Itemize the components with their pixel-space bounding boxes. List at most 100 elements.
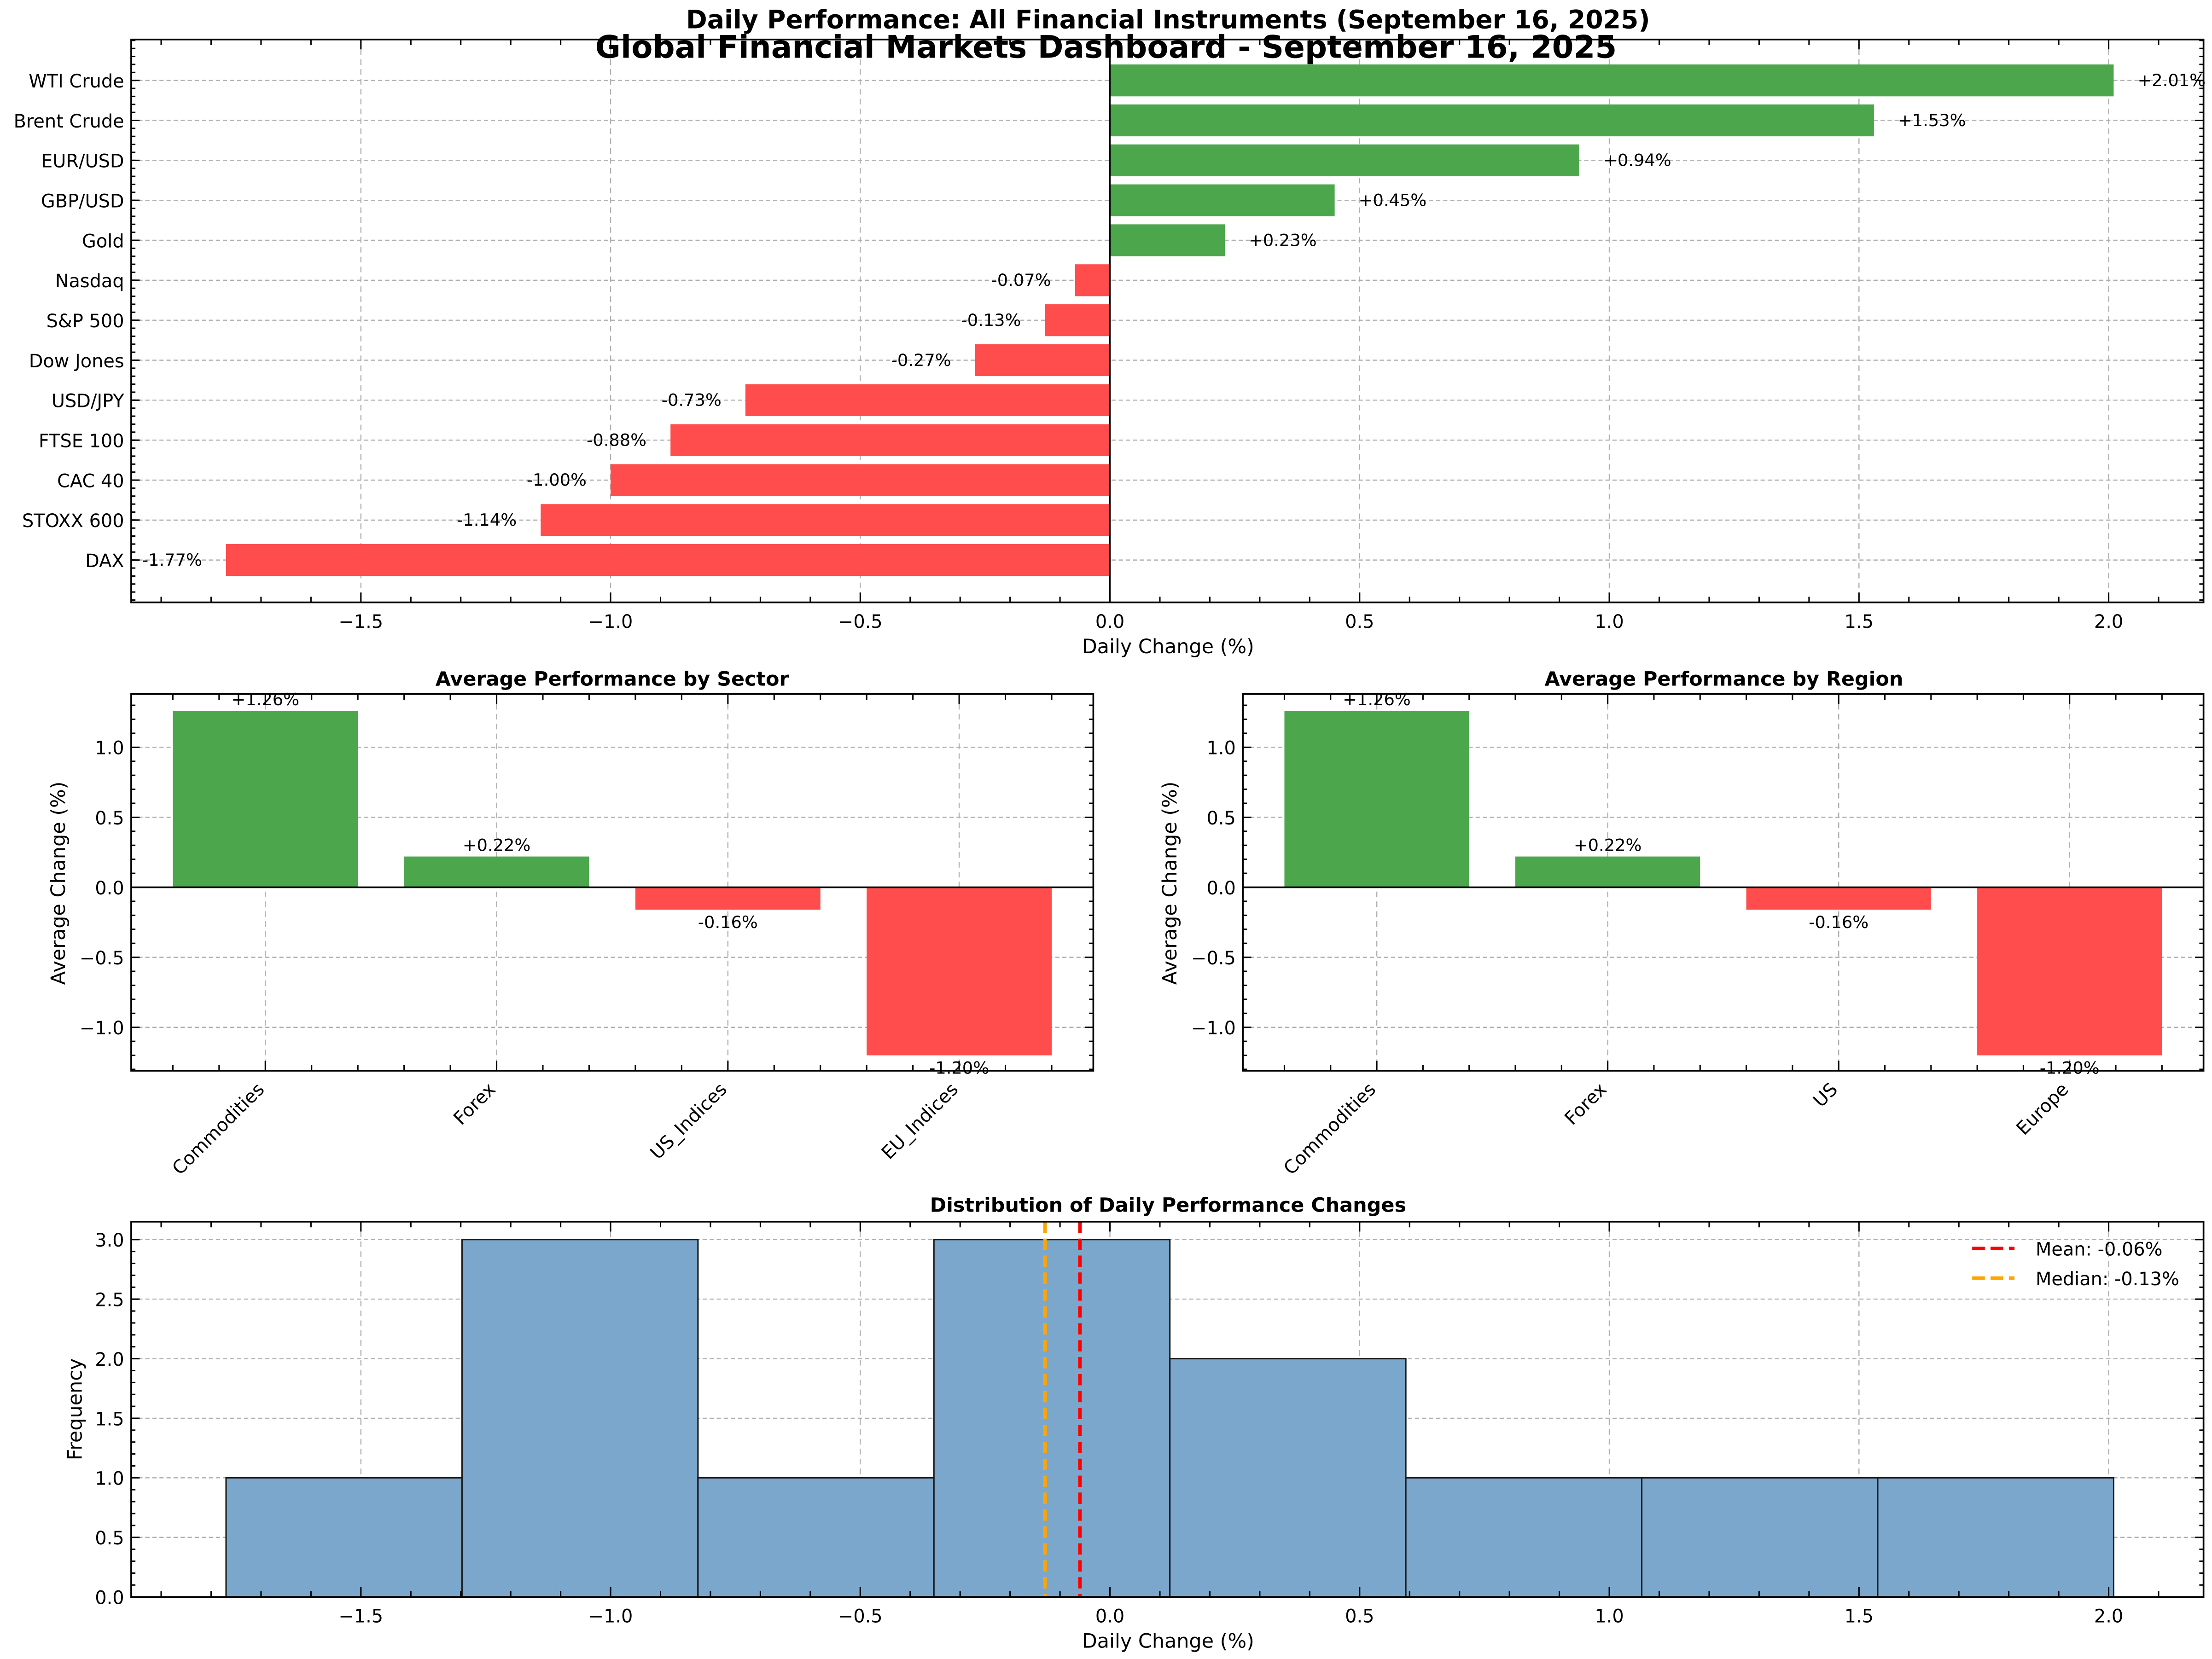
x-tick-label: 1.5 (1845, 611, 1874, 632)
x-tick-label: 2.0 (2094, 1606, 2123, 1627)
x-tick-label: −0.5 (838, 1606, 883, 1627)
instrument-value-label: -1.14% (457, 510, 517, 530)
x-tick-label: 1.0 (1595, 1606, 1624, 1627)
histogram-bin (1641, 1477, 1879, 1598)
region-bars: +1.26%+0.22%-0.16%-1.20% (1243, 690, 2204, 1078)
x-tick-label: −1.0 (588, 611, 633, 632)
y-tick-label: CAC 40 (57, 470, 124, 492)
bar-value-label: +0.22% (1574, 835, 1642, 855)
instrument-value-label: -1.77% (142, 550, 202, 570)
y-tick-label: 1.0 (95, 738, 124, 759)
y-tick-label: 0.5 (95, 808, 124, 829)
y-tick-label: GBP/USD (41, 191, 124, 212)
axes-frame (1242, 693, 2205, 1072)
y-tick-label: Brent Crude (14, 111, 124, 132)
y-tick-label: DAX (85, 551, 124, 572)
y-tick-label: STOXX 600 (22, 510, 124, 532)
y-tick-label: 0.5 (1207, 808, 1236, 829)
x-tick-label: −0.5 (838, 611, 883, 632)
sector-bars: +1.26%+0.22%-0.16%-1.20% (131, 690, 1094, 1078)
x-tick-label: 0.5 (1345, 611, 1374, 632)
instrument-value-label: +0.45% (1359, 190, 1427, 210)
instrument-bar (1075, 264, 1110, 296)
instrument-bar (745, 384, 1110, 416)
distribution-chart-title: Distribution of Daily Performance Change… (930, 1194, 1406, 1217)
category-bar (404, 856, 589, 888)
distribution-ticks: −1.5 −1.0 −0.5 0.0 0.5 1.0 1.5 2.0 0.0 0.5 1.0 1.5 2… (95, 1221, 2204, 1627)
x-tick-label: 0.5 (1345, 1606, 1374, 1627)
histogram-bin (933, 1239, 1171, 1598)
y-tick-label: 0.0 (95, 1587, 124, 1608)
instrument-bar (1110, 144, 1579, 176)
y-tick-label: 0.0 (95, 878, 124, 899)
axes-frame (130, 693, 1094, 1072)
instrument-value-label: -0.88% (587, 430, 646, 450)
dashboard-suptitle: Global Financial Markets Dashboard - Sep… (595, 29, 1617, 65)
distribution-reference-lines (1043, 1221, 1082, 1597)
x-tick-label: 2.0 (2094, 611, 2123, 632)
distribution-histogram: Distribution of Daily Performance Change… (64, 1194, 2205, 1653)
sector-y-axis-label: Average Change (%) (47, 782, 70, 985)
histogram-bin (697, 1477, 935, 1598)
instruments-bars: +2.01% +1.53% +0.94% +0.45% +0.23% -0.07% -0.1… (142, 39, 2206, 603)
histogram-bin (1405, 1477, 1643, 1598)
distribution-x-axis-label: Daily Change (%) (1082, 1630, 1254, 1653)
instrument-value-label: +2.01% (2137, 70, 2206, 90)
category-bar (1977, 887, 2162, 1056)
instrument-bar (1110, 104, 1874, 137)
instrument-value-label: -0.13% (961, 310, 1021, 330)
category-bar (1746, 887, 1931, 910)
histogram-bin (1877, 1477, 2114, 1598)
instrument-bar (1110, 224, 1225, 256)
instrument-bar (670, 424, 1110, 456)
y-tick-label: −0.5 (80, 948, 124, 969)
y-tick-label: 1.0 (95, 1468, 124, 1490)
x-tick-label: 1.0 (1595, 611, 1624, 632)
y-tick-label: 1.5 (95, 1409, 124, 1430)
histogram-bin (1169, 1358, 1407, 1598)
mean-legend-label: Mean: -0.06% (2036, 1239, 2162, 1260)
category-bar (1515, 856, 1700, 888)
y-tick-label: −0.5 (1191, 948, 1236, 969)
y-tick-label: Dow Jones (29, 351, 124, 372)
instrument-value-label: -1.00% (527, 470, 587, 490)
y-tick-label: −1.0 (1191, 1018, 1236, 1039)
y-tick-label: 2.0 (95, 1349, 124, 1370)
y-tick-label: USD/JPY (52, 391, 124, 412)
y-tick-label: S&P 500 (47, 311, 124, 332)
x-tick-label: −1.5 (338, 1606, 383, 1627)
bar-value-label: +0.22% (463, 835, 531, 855)
bar-value-label: -0.16% (1809, 912, 1869, 932)
x-tick-label: 0.0 (1095, 1606, 1124, 1627)
y-tick-label: 0.0 (1207, 878, 1236, 899)
y-tick-label: 1.0 (1207, 738, 1236, 759)
instruments-axes-frame (130, 38, 2205, 603)
y-tick-label: Nasdaq (55, 271, 124, 292)
instruments-ticks: −1.5 −1.0 −0.5 0.0 0.5 1.0 1.5 2.0 WTI Crude Bren… (14, 39, 2204, 632)
y-tick-label: WTI Crude (29, 71, 124, 92)
instrument-bar (226, 544, 1110, 576)
region-y-axis-label: Average Change (%) (1158, 782, 1182, 985)
category-bar (173, 711, 358, 888)
instrument-value-label: -0.73% (662, 390, 722, 410)
y-tick-label: 3.0 (95, 1230, 124, 1251)
instrument-bar (611, 464, 1110, 496)
instrument-bar (541, 504, 1110, 536)
y-tick-label: 2.5 (95, 1289, 124, 1311)
instrument-bar (1110, 184, 1335, 216)
instrument-value-label: +1.53% (1898, 110, 1966, 130)
y-tick-label: FTSE 100 (39, 430, 124, 452)
y-tick-label: Gold (82, 231, 124, 252)
category-bar (1284, 711, 1469, 888)
y-tick-label: EUR/USD (41, 151, 124, 172)
instrument-bar (975, 344, 1110, 377)
distribution-bins (225, 1239, 2114, 1598)
histogram-bin (225, 1477, 463, 1598)
instrument-bar (1110, 64, 2114, 97)
instrument-value-label: +0.23% (1249, 230, 1317, 250)
bar-value-label: -0.16% (698, 912, 758, 932)
x-tick-label: 1.5 (1845, 1606, 1874, 1627)
instrument-value-label: -0.07% (991, 270, 1051, 290)
sector-chart-title: Average Performance by Sector (436, 667, 790, 690)
